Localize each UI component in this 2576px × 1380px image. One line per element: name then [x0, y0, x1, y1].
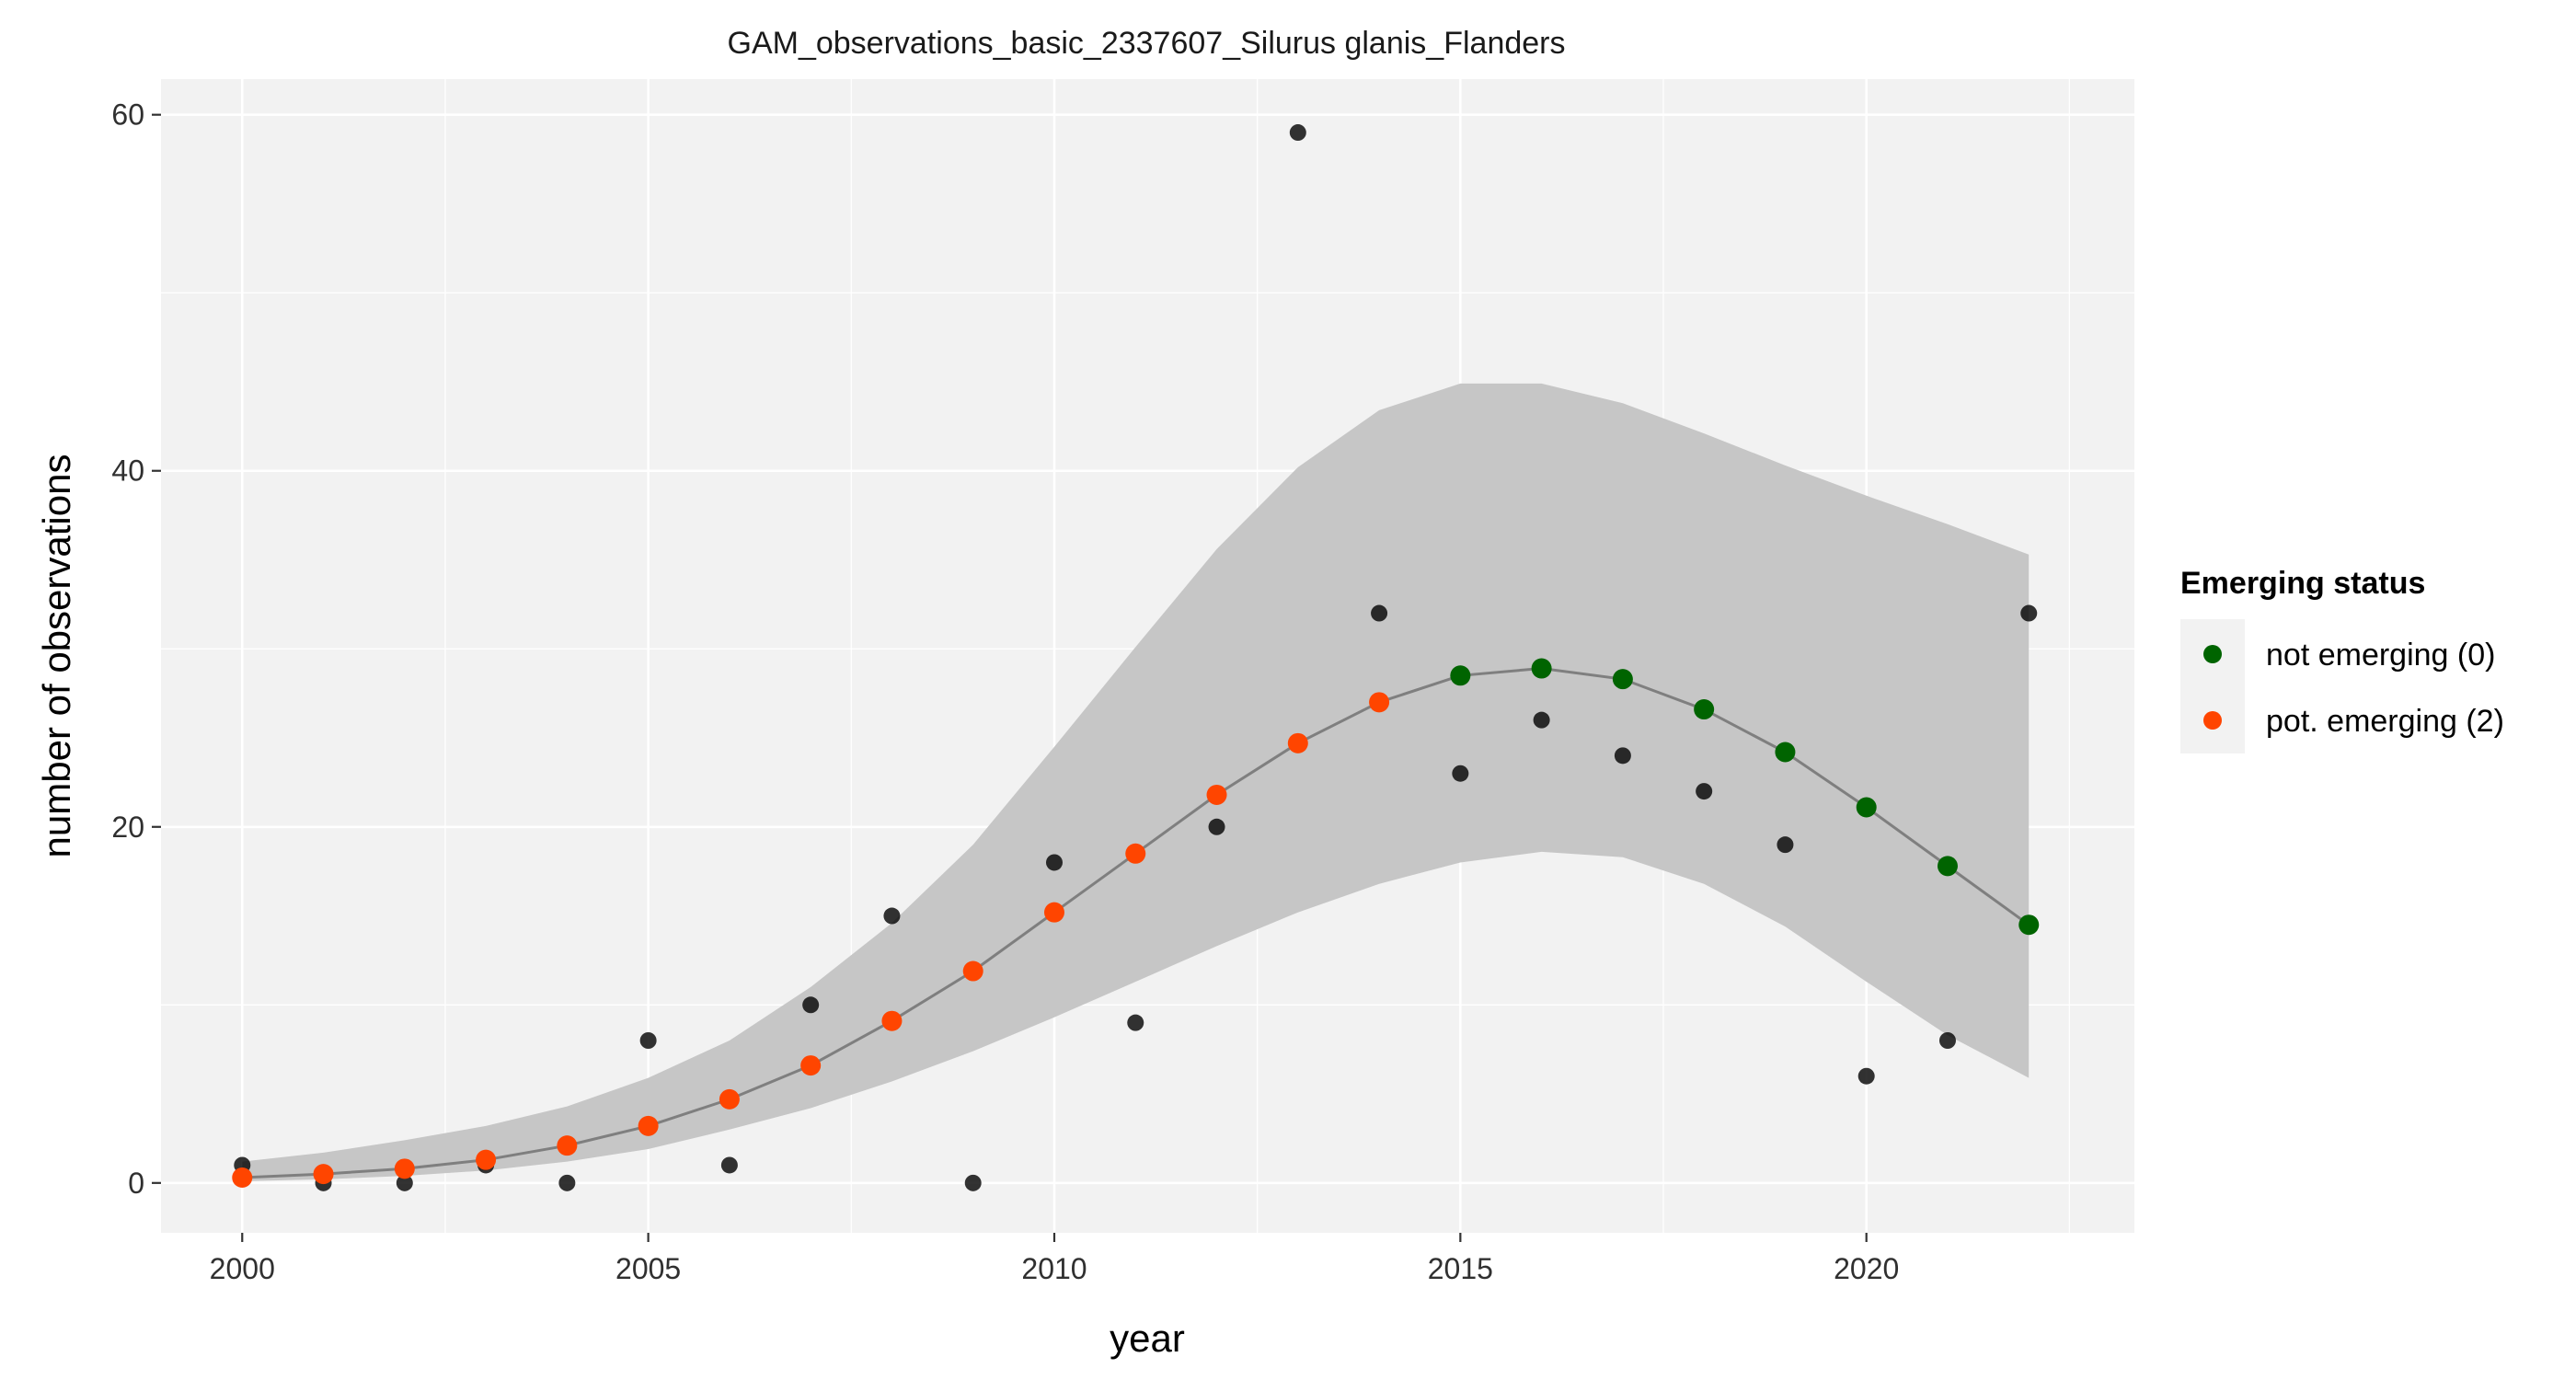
fit-point-pot-emerging	[881, 1010, 903, 1031]
x-tick-label: 2015	[1428, 1252, 1493, 1285]
x-tick-label: 2000	[210, 1252, 275, 1285]
observed-point	[1208, 818, 1225, 835]
y-tick-label: 0	[128, 1167, 144, 1200]
observed-point	[1777, 836, 1794, 854]
fit-point-pot-emerging	[638, 1115, 659, 1136]
fit-point-not-emerging	[2018, 914, 2040, 936]
fit-point-not-emerging	[1531, 658, 1552, 679]
fit-point-pot-emerging	[557, 1135, 578, 1156]
observed-point	[1045, 854, 1063, 871]
observed-point	[1938, 1032, 1956, 1049]
y-axis-title: number of observations	[35, 454, 78, 858]
legend-label-not-emerging: not emerging (0)	[2266, 638, 2495, 673]
observed-point	[964, 1174, 982, 1191]
fit-point-not-emerging	[1937, 856, 1958, 877]
legend-label-pot-emerging: pot. emerging (2)	[2266, 704, 2504, 739]
fit-point-pot-emerging	[1125, 843, 1146, 864]
observed-point	[883, 907, 901, 925]
fit-point-pot-emerging	[394, 1158, 415, 1179]
fit-point-pot-emerging	[1287, 732, 1308, 753]
fit-point-pot-emerging	[1043, 902, 1064, 923]
observed-point	[1533, 711, 1550, 729]
fit-point-pot-emerging	[962, 960, 983, 982]
observed-point	[396, 1174, 413, 1191]
confidence-band-layer	[242, 383, 2030, 1181]
fit-point-pot-emerging	[313, 1164, 334, 1185]
axes-layer: 2000 2005 2010 2015 2020 0 20 40 60	[111, 98, 1899, 1285]
legend-key-background	[2180, 619, 2245, 753]
legend: Emerging status not emerging (0) pot. em…	[2180, 566, 2504, 753]
observed-point	[1696, 783, 1713, 800]
observed-point	[802, 996, 820, 1014]
confidence-band	[242, 383, 2030, 1181]
x-tick-label: 2005	[615, 1252, 681, 1285]
fit-point-pot-emerging	[1369, 692, 1390, 713]
y-tick-label: 60	[111, 98, 144, 132]
observed-point	[2020, 604, 2038, 622]
x-tick-label: 2010	[1021, 1252, 1087, 1285]
observed-point	[639, 1032, 657, 1049]
fit-point-pot-emerging	[800, 1055, 822, 1076]
observed-point	[1289, 124, 1306, 142]
fit-point-pot-emerging	[232, 1167, 253, 1189]
observed-point	[1614, 747, 1631, 765]
legend-key-pot-emerging	[2203, 711, 2222, 730]
fit-point-not-emerging	[1612, 669, 1633, 690]
fit-point-pot-emerging	[719, 1088, 740, 1110]
observed-point	[1452, 765, 1469, 782]
fit-point-pot-emerging	[1206, 784, 1227, 805]
x-tick-label: 2020	[1834, 1252, 1899, 1285]
observed-point	[1857, 1067, 1875, 1085]
x-axis-title: year	[1110, 1317, 1185, 1360]
fit-points-layer	[232, 658, 2040, 1189]
legend-key-not-emerging	[2203, 645, 2222, 663]
observed-point	[558, 1174, 576, 1191]
fit-point-pot-emerging	[476, 1149, 497, 1170]
chart-title: GAM_observations_basic_2337607_Silurus g…	[728, 26, 1566, 61]
fit-point-not-emerging	[1450, 665, 1471, 686]
y-tick-label: 40	[111, 454, 144, 488]
observed-point	[1371, 604, 1388, 622]
observed-point	[720, 1156, 738, 1174]
observed-point	[1127, 1014, 1144, 1031]
fit-point-not-emerging	[1856, 797, 1877, 818]
fit-point-not-emerging	[1775, 742, 1796, 763]
fit-point-not-emerging	[1694, 699, 1715, 720]
y-tick-label: 20	[111, 811, 144, 844]
legend-title: Emerging status	[2180, 566, 2425, 601]
